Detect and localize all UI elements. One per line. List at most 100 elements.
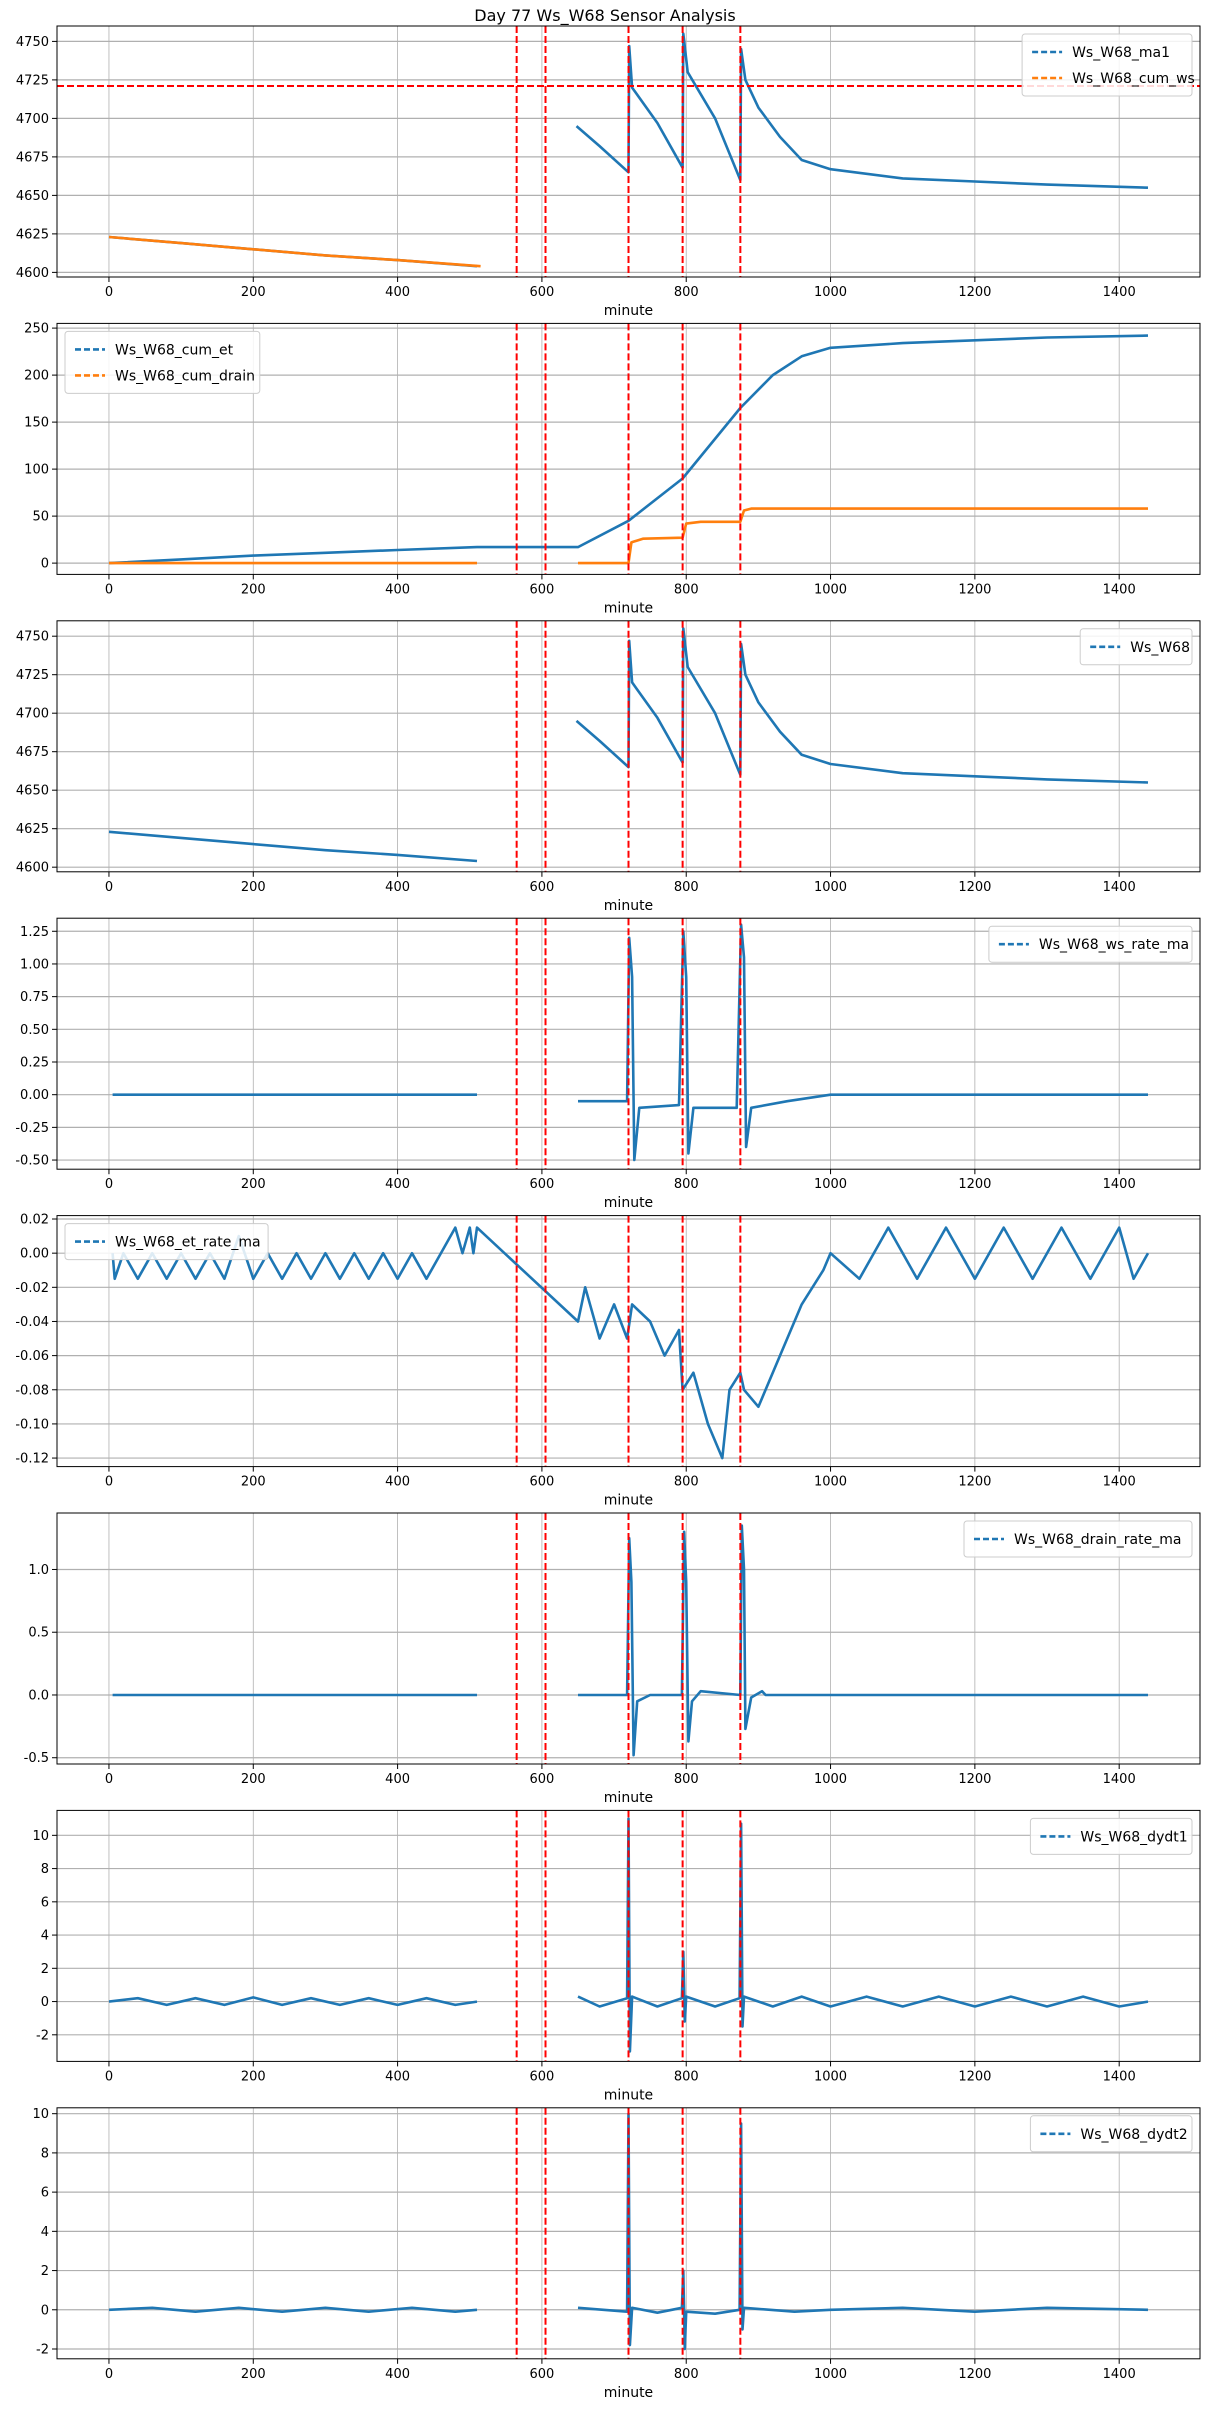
y-tick-label: 0.02 [20, 1213, 49, 1228]
y-tick-label: 6 [41, 2186, 49, 2201]
y-tick-label: 4750 [16, 630, 49, 645]
legend-box [64, 330, 261, 394]
legend-label: Ws_W68_cum_drain [115, 368, 255, 384]
legend: Ws_W68 [1079, 628, 1193, 666]
x-tick-label: 200 [241, 285, 266, 300]
axes-frame [56, 25, 1201, 278]
y-tick-label: -0.25 [15, 1121, 49, 1136]
x-tick-label: 0 [105, 285, 113, 300]
legend: Ws_W68_ma1 Ws_W68_cum_ws [1021, 33, 1195, 97]
y-tick-label: -2 [36, 2342, 49, 2357]
x-tick-label: 1200 [958, 2069, 991, 2084]
x-tick-label: 1000 [814, 880, 847, 895]
axes-frame [56, 1512, 1201, 1765]
y-tick-label: 4675 [16, 150, 49, 165]
x-tick-label: 200 [241, 880, 266, 895]
y-tick-label: 4 [41, 1929, 49, 1944]
y-tick-label: 0.75 [20, 990, 49, 1005]
y-tick-label: -0.08 [15, 1383, 49, 1398]
x-axis-label: minute [604, 1195, 653, 1211]
y-tick-label: 4700 [16, 707, 49, 722]
x-tick-label: 1400 [1103, 880, 1136, 895]
x-tick-label: 200 [241, 2069, 266, 2084]
y-tick-label: 0.5 [28, 1626, 49, 1641]
x-tick-label: 1200 [958, 285, 991, 300]
y-tick-label: 1.0 [28, 1563, 49, 1578]
series-line-ws-w68 [108, 830, 478, 863]
y-tick-label: 4600 [16, 861, 49, 876]
series-line-ws-w68-drain-rate-ma [578, 1524, 1148, 1757]
x-tick-label: 600 [529, 1177, 554, 1192]
legend-label: Ws_W68_dydt2 [1080, 2127, 1187, 2143]
x-tick-label: 1200 [958, 1475, 991, 1490]
y-tick-label: 1.25 [20, 925, 49, 940]
series-line-ws-w68-dydt2 [577, 2112, 1149, 2351]
y-tick-label: -0.10 [15, 1417, 49, 1432]
x-axis-label: minute [604, 1790, 653, 1806]
subplot-7: 0 200 400 600 800 1000 1200 1400 -2 0 2 4 6 8 10 minute… [32, 1809, 1201, 2103]
x-tick-label: 1000 [814, 285, 847, 300]
x-tick-label: 400 [385, 1177, 410, 1192]
x-tick-label: 800 [674, 582, 699, 597]
y-tick-label: 4625 [16, 227, 49, 242]
y-tick-label: 200 [24, 369, 49, 384]
y-tick-label: 4625 [16, 822, 49, 837]
y-tick-label: 10 [32, 1829, 49, 1844]
x-tick-label: 600 [529, 2069, 554, 2084]
x-tick-label: 1200 [958, 2367, 991, 2382]
legend-label: Ws_W68_ws_rate_ma [1039, 937, 1189, 953]
x-tick-label: 1000 [814, 2069, 847, 2084]
y-tick-label: 6 [41, 1895, 49, 1910]
x-tick-label: 600 [529, 582, 554, 597]
x-tick-label: 800 [674, 880, 699, 895]
x-axis-label: minute [604, 2385, 653, 2401]
y-tick-label: 8 [41, 1862, 49, 1877]
y-tick-label: 4700 [16, 112, 49, 127]
x-tick-label: 1400 [1103, 285, 1136, 300]
x-tick-label: 400 [385, 1475, 410, 1490]
x-axis-label: minute [604, 2087, 653, 2103]
legend-box [1029, 1817, 1193, 1855]
x-tick-label: 400 [385, 582, 410, 597]
x-tick-label: 0 [105, 1475, 113, 1490]
subplot-2: 0 200 400 600 800 1000 1200 1400 0 50 100 150 200 250… [24, 322, 1201, 616]
x-tick-label: 400 [385, 285, 410, 300]
y-tick-label: 4650 [16, 189, 49, 204]
x-tick-label: 1200 [958, 1177, 991, 1192]
y-tick-label: 4725 [16, 668, 49, 683]
x-tick-label: 800 [674, 2069, 699, 2084]
x-tick-label: 0 [105, 582, 113, 597]
x-tick-label: 1400 [1103, 2367, 1136, 2382]
y-tick-label: 150 [24, 416, 49, 431]
y-tick-label: 0.00 [20, 1088, 49, 1103]
x-tick-label: 200 [241, 2367, 266, 2382]
y-tick-label: -2 [36, 2028, 49, 2043]
x-tick-label: 800 [674, 1772, 699, 1787]
x-tick-label: 1000 [814, 1177, 847, 1192]
axes-frame [56, 1215, 1201, 1468]
x-tick-label: 1400 [1103, 2069, 1136, 2084]
legend: Ws_W68_ws_rate_ma [988, 925, 1193, 963]
figure-title: Day 77 Ws_W68 Sensor Analysis [474, 6, 735, 26]
series-line-ws-w68-dydt2 [108, 2306, 478, 2313]
series-line-ws-w68-cum-drain [578, 507, 1148, 565]
y-tick-label: 10 [32, 2107, 49, 2122]
x-tick-label: 800 [674, 1475, 699, 1490]
legend-box [64, 1223, 269, 1261]
x-tick-label: 0 [105, 1177, 113, 1192]
legend: Ws_W68_dydt1 [1029, 1817, 1193, 1855]
x-tick-label: 1000 [814, 2367, 847, 2382]
x-tick-label: 200 [241, 582, 266, 597]
y-tick-label: -0.04 [15, 1315, 49, 1330]
axes-frame [56, 2107, 1201, 2360]
x-tick-label: 1000 [814, 1772, 847, 1787]
x-tick-label: 1000 [814, 582, 847, 597]
x-tick-label: 400 [385, 1772, 410, 1787]
legend-label: Ws_W68 [1130, 640, 1190, 656]
axes-frame [56, 620, 1201, 873]
legend-box [963, 1520, 1193, 1558]
x-tick-label: 400 [385, 2069, 410, 2084]
y-tick-label: 250 [24, 322, 49, 337]
y-tick-label: 50 [32, 510, 49, 525]
